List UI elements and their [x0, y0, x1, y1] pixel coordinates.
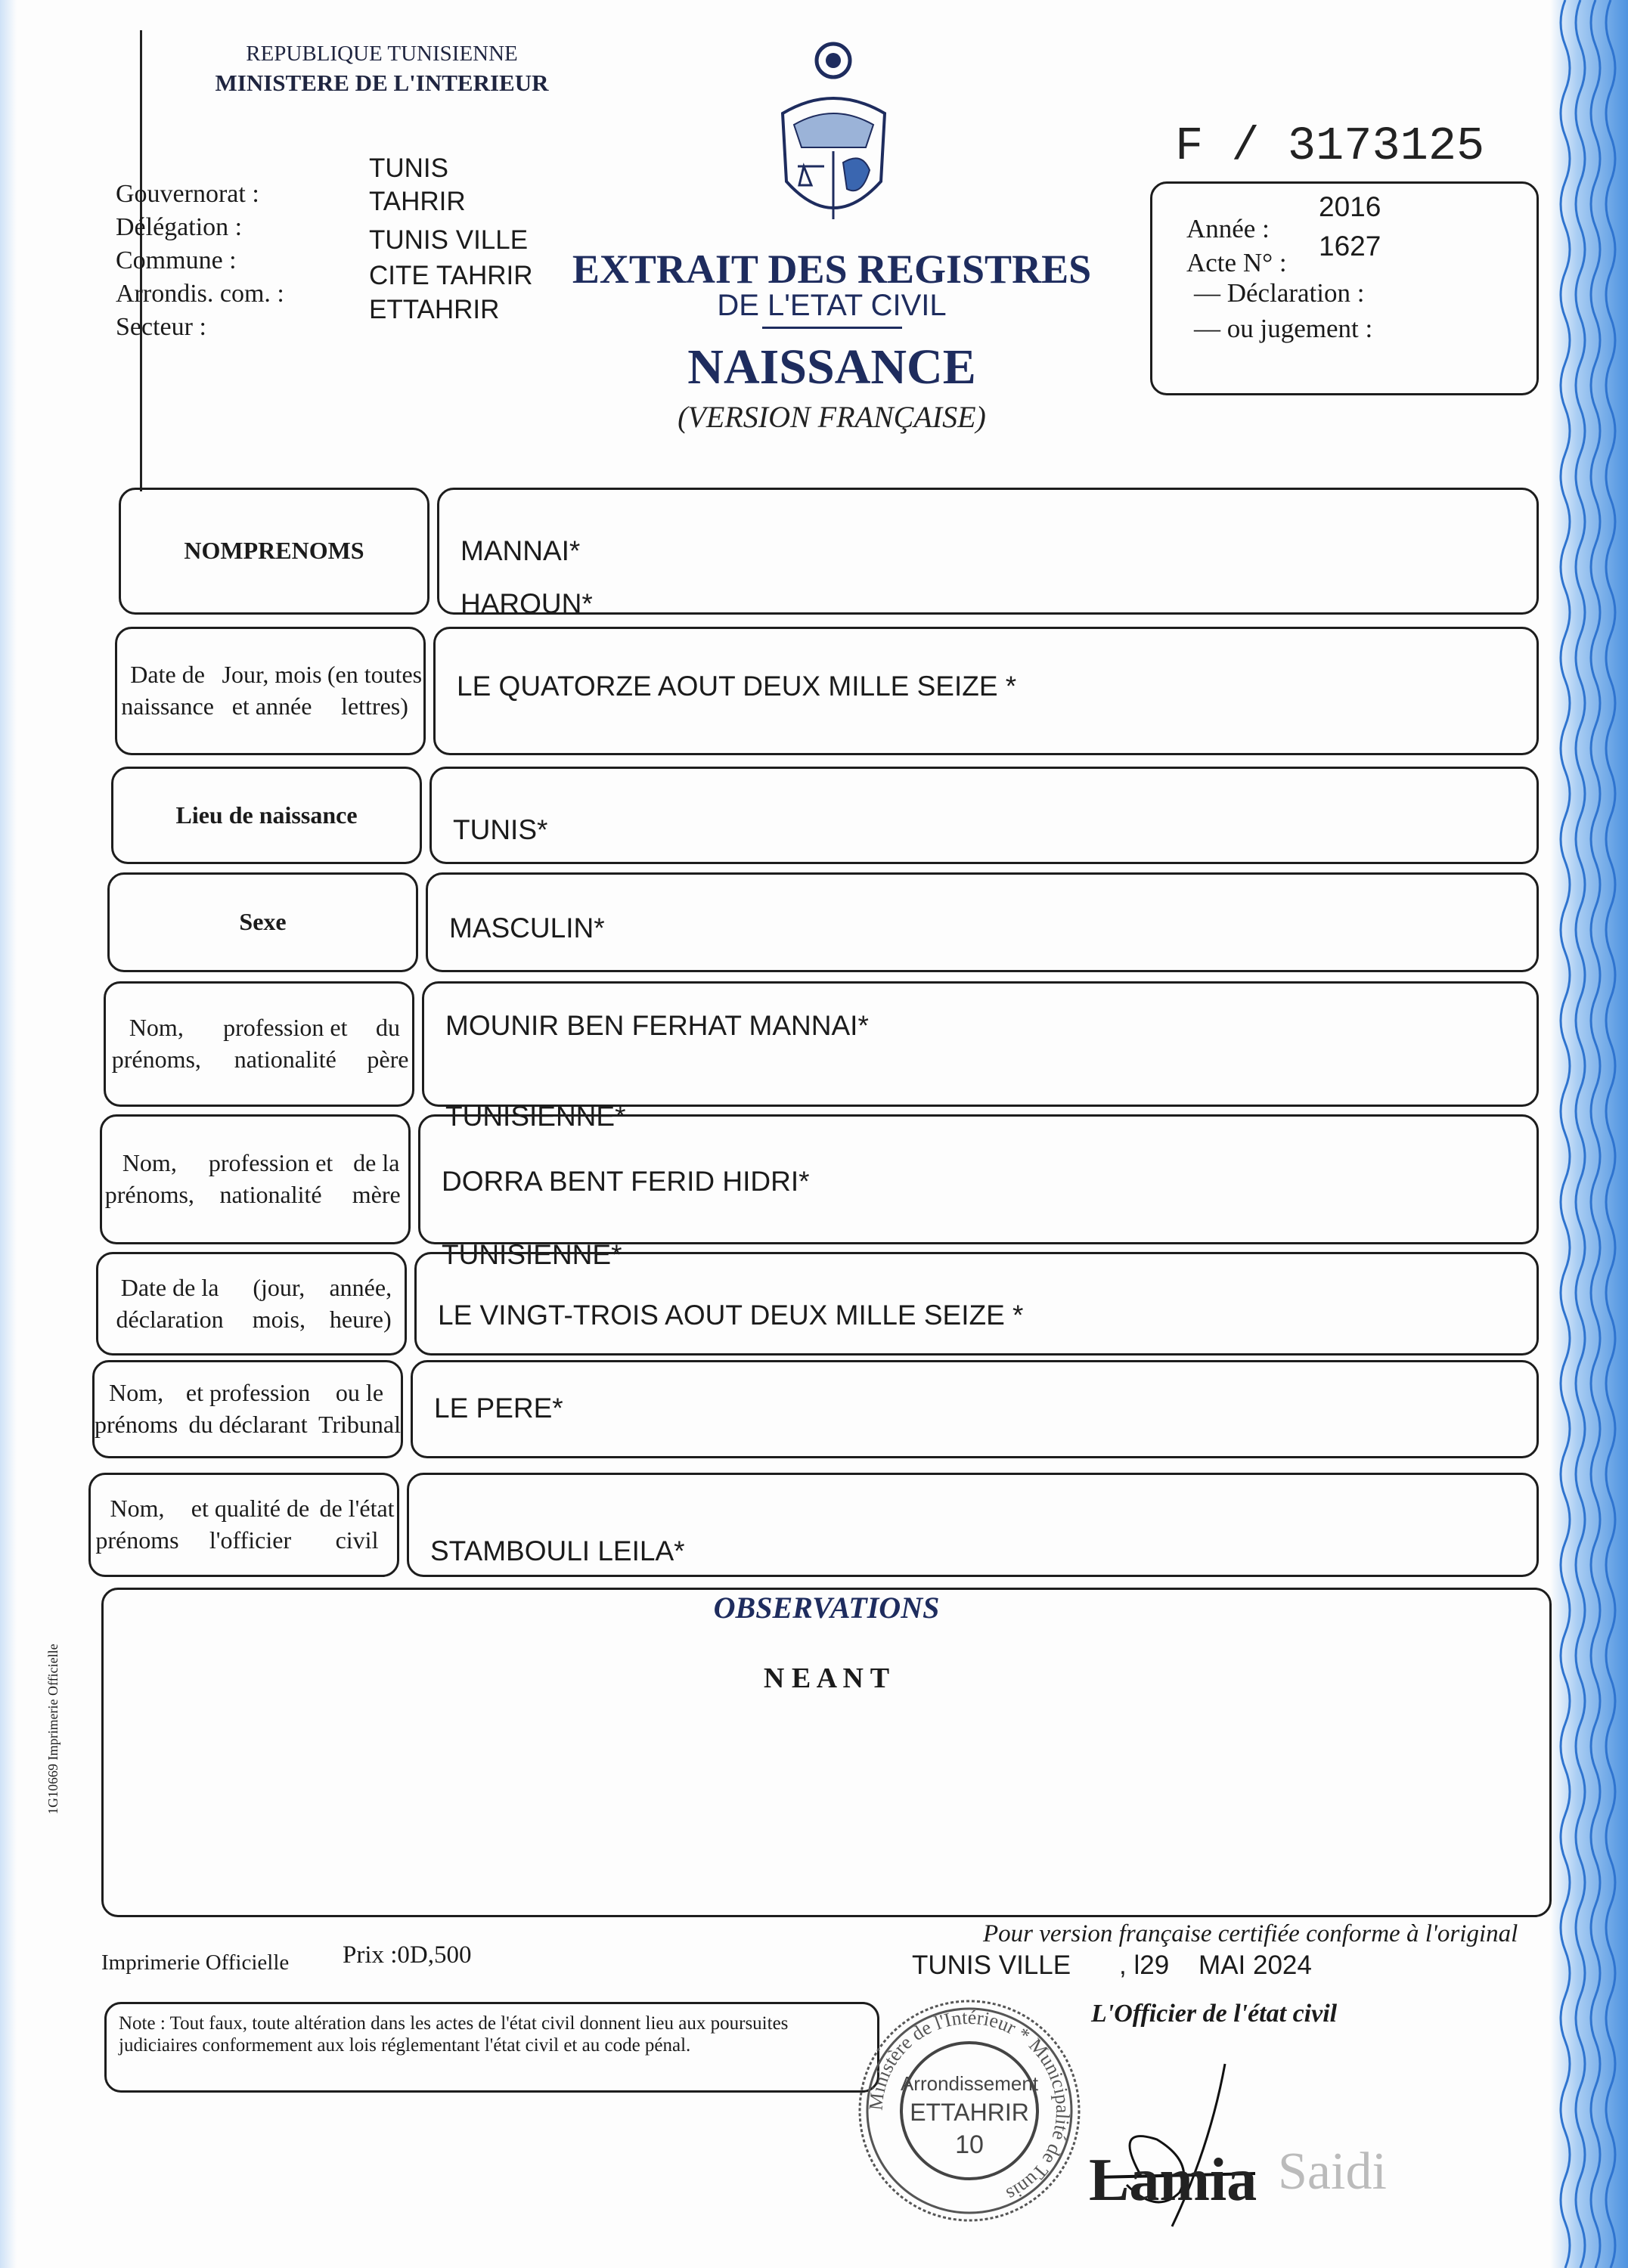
field-value-box: STAMBOULI LEILA* [407, 1473, 1539, 1577]
svg-text:Lamia: Lamia [1089, 2147, 1257, 2214]
field-label: et qualité de l'officier [191, 1495, 310, 1554]
legal-note-text: Note : Tout faux, toute altération dans … [119, 2013, 789, 2056]
acte-value: 1627 [1319, 231, 1381, 262]
field-value: TUNISIENNE* [442, 1239, 622, 1270]
location-label: Délégation : [116, 213, 243, 241]
serial-number: F / 3173125 [1175, 119, 1485, 173]
field-value-box: DORRA BENT FERID HIDRI* TUNISIENNE* [418, 1114, 1539, 1270]
field-value: MANNAI* [460, 535, 581, 566]
field-value: MOUNIR BEN FERHAT MANNAI* [445, 1010, 869, 1041]
field-value-box: MOUNIR BEN FERHAT MANNAI* TUNISIENNE* [422, 981, 1539, 1132]
field-label: Date de la déclaration [116, 1273, 224, 1333]
officer-title: L'Officier de l'état civil [1091, 2000, 1338, 2028]
field-label: Nom, prénoms, [111, 1014, 201, 1073]
field-value: TUNIS* [453, 814, 548, 845]
field-value-box: LE PERE* [411, 1360, 1539, 1458]
location-label: Gouvernorat : [116, 180, 259, 208]
field-value: MASCULIN* [449, 912, 605, 943]
field-label-box: NOM PRENOMS [119, 488, 429, 615]
price-label: Prix :0D,500 [343, 1941, 472, 1969]
stamp-line1: Arrondissement [901, 2072, 1039, 2095]
annee-value: 2016 [1319, 191, 1381, 222]
field-label: et profession du déclarant [185, 1379, 311, 1438]
observations-box: OBSERVATIONS N E A N T [101, 1588, 1552, 1917]
field-value-box: TUNIS* [429, 767, 1539, 864]
annee-label: Année : [1186, 214, 1270, 243]
date-label: , l29 MAI 2024 [1119, 1950, 1312, 1980]
field-label-box: Date de naissance Jour, mois et année (en … [115, 627, 426, 755]
location-value: TUNIS VILLE [369, 225, 529, 255]
acte-label: Acte N° : [1186, 248, 1287, 277]
field-label: Lieu de naissance [175, 801, 358, 829]
field-label-box: Nom, prénoms, profession et nationalité du… [104, 981, 414, 1107]
location-label: Commune : [116, 246, 237, 274]
legal-note: Note : Tout faux, toute altération dans … [104, 2002, 879, 2093]
field-value: LE PERE* [434, 1393, 563, 1424]
field-label: Nom, prénoms, [104, 1149, 194, 1208]
field-value-box: MANNAI* HAROUN* [437, 488, 1539, 619]
field-value: LE VINGT-TROIS AOUT DEUX MILLE SEIZE * [438, 1300, 1024, 1331]
location-value: ETTAHRIR [369, 295, 500, 324]
side-code: 1G10669 Imprimerie Officielle [45, 1644, 60, 1814]
printer-label: Imprimerie Officielle [101, 1950, 290, 1975]
field-label: NOM [184, 537, 243, 565]
field-value-box: MASCULIN* [426, 872, 1539, 972]
field-label: (jour, mois, [252, 1273, 305, 1333]
field-label: Nom, prénoms [95, 1379, 178, 1438]
title-divider [762, 327, 902, 329]
location-value: TAHRIR [369, 187, 466, 216]
republic-label: REPUBLIQUE TUNISIENNE [246, 42, 518, 66]
location-value: TUNIS [369, 153, 448, 183]
field-label: (en toutes lettres) [327, 661, 423, 720]
tunisia-coat-of-arms-icon [780, 42, 887, 219]
observations-title: OBSERVATIONS [713, 1591, 940, 1625]
field-label: profession et nationalité [223, 1014, 348, 1073]
svg-text:Saidi: Saidi [1278, 2143, 1387, 2201]
field-label: de l'état civil [319, 1495, 395, 1554]
stamp-line3: 10 [955, 2130, 984, 2159]
field-value: STAMBOULI LEILA* [430, 1535, 685, 1566]
document-type: NAISSANCE [687, 339, 976, 395]
security-border-right [1550, 0, 1628, 2268]
field-label: Date de naissance [121, 661, 214, 720]
ministry-label: MINISTERE DE L'INTERIEUR [215, 70, 549, 96]
field-label: Sexe [239, 908, 287, 936]
field-label: ou le Tribunal [318, 1379, 401, 1438]
document-subtitle: DE L'ETAT CIVIL [717, 289, 947, 322]
field-label: du père [367, 1014, 409, 1073]
location-label: Arrondis. com. : [116, 280, 284, 308]
field-label: PRENOMS [243, 537, 364, 565]
declaration-label: — Déclaration : [1194, 278, 1365, 308]
field-value: LE QUATORZE AOUT DEUX MILLE SEIZE * [457, 671, 1017, 702]
document-title: EXTRAIT DES REGISTRES [572, 246, 1092, 292]
stamp-line2: ETTAHRIR [910, 2099, 1029, 2126]
location-value: CITE TAHRIR [369, 261, 533, 290]
field-label: année, heure) [329, 1273, 392, 1333]
field-label: profession et nationalité [208, 1149, 333, 1208]
field-label: de la mère [352, 1149, 401, 1208]
field-label-box: Date de la déclaration (jour, mois, année,… [96, 1252, 407, 1356]
field-label: Jour, mois et année [222, 661, 322, 720]
field-value: DORRA BENT FERID HIDRI* [442, 1166, 810, 1197]
observations-value: N E A N T [763, 1662, 890, 1694]
version-label: (VERSION FRANÇAISE) [678, 400, 986, 434]
field-label: Nom, prénoms [95, 1495, 179, 1554]
place-label: TUNIS VILLE [912, 1950, 1071, 1980]
fold-line [140, 30, 142, 491]
field-value: HAROUN* [460, 588, 593, 619]
location-label: Secteur : [116, 313, 206, 341]
jugement-label: — ou jugement : [1194, 314, 1373, 343]
field-value-box: LE QUATORZE AOUT DEUX MILLE SEIZE * [433, 627, 1539, 755]
security-border-left [0, 0, 17, 2268]
field-label-box: Nom, prénoms et profession du déclarant ou… [92, 1360, 403, 1458]
field-label-box: Sexe [107, 872, 418, 972]
official-stamp: Ministère de l'Intérieur * Municipalité … [858, 2000, 1081, 2222]
certification-text: Pour version française certifiée conform… [983, 1920, 1518, 1947]
field-label-box: Nom, prénoms et qualité de l'officier de l… [88, 1473, 399, 1577]
field-label-box: Nom, prénoms, profession et nationalité de… [100, 1114, 411, 1244]
signature: Lamia Saidi [1089, 2063, 1387, 2227]
field-label-box: Lieu de naissance [111, 767, 422, 864]
field-value-box: LE VINGT-TROIS AOUT DEUX MILLE SEIZE * [414, 1252, 1539, 1356]
act-box: Année : 2016 Acte N° : 1627 — Déclaratio… [1150, 181, 1539, 395]
